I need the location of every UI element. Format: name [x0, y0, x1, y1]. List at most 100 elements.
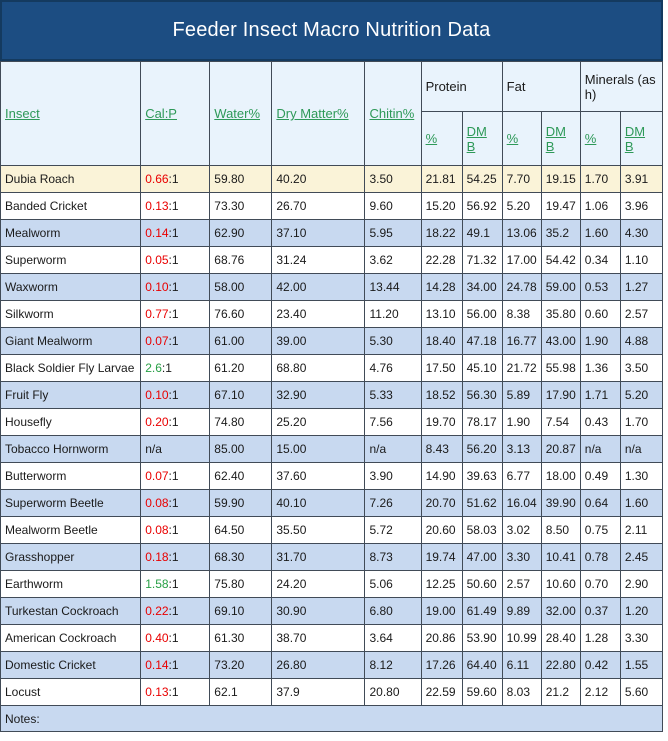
- calp-value: 0.14: [145, 226, 169, 240]
- dry-matter-cell: 30.90: [271, 597, 366, 625]
- calp-value: 0.10: [145, 388, 169, 402]
- insect-name-cell: Housefly: [0, 408, 142, 436]
- fat-dmb-cell: 10.41: [540, 543, 581, 571]
- fat-dmb-cell: 8.50: [540, 516, 581, 544]
- chitin-cell: 3.50: [364, 165, 422, 193]
- protein-pct-cell: 15.20: [420, 192, 463, 220]
- col-header-calp: Cal:P: [140, 61, 211, 166]
- protein-dmb-cell: 51.62: [461, 489, 503, 517]
- protein-dmb-cell: 71.32: [461, 246, 503, 274]
- minerals-dmb-cell: n/a: [619, 435, 664, 463]
- sort-link-fat-dmb[interactable]: DMB: [545, 123, 566, 154]
- water-cell: 61.00: [209, 327, 273, 355]
- protein-dmb-cell: 59.60: [461, 678, 503, 706]
- col-header-fat-dmb: DMB: [540, 111, 581, 166]
- minerals-dmb-cell: 1.60: [619, 489, 664, 517]
- protein-pct-cell: 22.59: [420, 678, 463, 706]
- dry-matter-cell: 38.70: [271, 624, 366, 652]
- fat-dmb-cell: 20.87: [540, 435, 581, 463]
- insect-name-cell: Earthworm: [0, 570, 142, 598]
- fat-dmb-cell: 22.80: [540, 651, 581, 679]
- chitin-cell: 7.26: [364, 489, 422, 517]
- protein-pct-cell: 22.28: [420, 246, 463, 274]
- calp-cell: 0.08:1: [140, 516, 211, 544]
- table-row: Grasshopper 0.18:1 68.30 31.70 8.73 19.74 47.0…: [0, 543, 664, 571]
- protein-dmb-cell: 56.00: [461, 300, 503, 328]
- dry-matter-cell: 23.40: [271, 300, 366, 328]
- header-group-row: Insect Cal:P Water% Dry Matter% Chitin% …: [0, 61, 664, 166]
- table-row: Butterworm 0.07:1 62.40 37.60 3.90 14.90 39.63…: [0, 462, 664, 490]
- col-header-protein-dmb: DMB: [461, 111, 503, 166]
- fat-dmb-cell: 39.90: [540, 489, 581, 517]
- dry-matter-cell: 15.00: [271, 435, 366, 463]
- fat-dmb-cell: 10.60: [540, 570, 581, 598]
- insect-name-cell: Silkworm: [0, 300, 142, 328]
- sort-link-protein-pct[interactable]: %: [425, 131, 438, 146]
- minerals-dmb-cell: 1.27: [619, 273, 664, 301]
- fat-pct-cell: 8.03: [501, 678, 542, 706]
- sort-link-insect[interactable]: Insect: [5, 106, 40, 121]
- protein-pct-cell: 14.28: [420, 273, 463, 301]
- chitin-cell: 7.56: [364, 408, 422, 436]
- chitin-cell: 5.06: [364, 570, 422, 598]
- minerals-pct-cell: 1.70: [579, 165, 621, 193]
- protein-pct-cell: 14.90: [420, 462, 463, 490]
- water-cell: 74.80: [209, 408, 273, 436]
- calp-ratio-suffix: :1: [168, 415, 179, 429]
- calp-ratio-suffix: :1: [168, 172, 179, 186]
- sort-link-minerals-dmb[interactable]: DMB: [624, 123, 646, 154]
- calp-cell: 0.20:1: [140, 408, 211, 436]
- insect-name-cell: Grasshopper: [0, 543, 142, 571]
- sort-link-minerals-pct[interactable]: %: [584, 131, 597, 146]
- table-row: Fruit Fly 0.10:1 67.10 32.90 5.33 18.52 56.30 5…: [0, 381, 664, 409]
- calp-cell: 0.13:1: [140, 192, 211, 220]
- protein-dmb-cell: 47.00: [461, 543, 503, 571]
- chitin-cell: 3.62: [364, 246, 422, 274]
- insect-name-cell: Fruit Fly: [0, 381, 142, 409]
- dry-matter-cell: 26.80: [271, 651, 366, 679]
- water-cell: 76.60: [209, 300, 273, 328]
- col-header-dry-matter: Dry Matter%: [271, 61, 366, 166]
- protein-pct-cell: 19.00: [420, 597, 463, 625]
- calp-ratio-suffix: :1: [168, 523, 179, 537]
- fat-dmb-cell: 55.98: [540, 354, 581, 382]
- dry-matter-cell: 39.00: [271, 327, 366, 355]
- chitin-cell: 20.80: [364, 678, 422, 706]
- sort-link-chitin[interactable]: Chitin%: [369, 106, 415, 121]
- insect-name-cell: Banded Cricket: [0, 192, 142, 220]
- table-header: Insect Cal:P Water% Dry Matter% Chitin% …: [0, 61, 664, 166]
- calp-ratio-suffix: :1: [168, 577, 179, 591]
- insect-name-cell: Tobacco Hornworm: [0, 435, 142, 463]
- protein-pct-cell: 18.22: [420, 219, 463, 247]
- protein-dmb-cell: 34.00: [461, 273, 503, 301]
- calp-value: 0.13: [145, 199, 169, 213]
- water-cell: 73.30: [209, 192, 273, 220]
- calp-ratio-suffix: :1: [168, 658, 179, 672]
- protein-pct-cell: 20.86: [420, 624, 463, 652]
- calp-ratio-suffix: :1: [168, 550, 179, 564]
- protein-pct-cell: 18.40: [420, 327, 463, 355]
- fat-pct-cell: 6.11: [501, 651, 542, 679]
- calp-ratio-suffix: :1: [168, 307, 179, 321]
- table-row: Mealworm 0.14:1 62.90 37.10 5.95 18.22 49.1 13.…: [0, 219, 664, 247]
- minerals-pct-cell: 0.64: [579, 489, 621, 517]
- minerals-pct-cell: 0.75: [579, 516, 621, 544]
- chitin-cell: 6.80: [364, 597, 422, 625]
- calp-value: 0.14: [145, 658, 169, 672]
- sort-link-protein-dmb[interactable]: DMB: [466, 123, 487, 154]
- sort-link-water[interactable]: Water%: [214, 106, 261, 121]
- sort-link-calp[interactable]: Cal:P: [145, 106, 177, 121]
- minerals-pct-cell: 1.90: [579, 327, 621, 355]
- sort-link-fat-pct[interactable]: %: [506, 131, 519, 146]
- calp-cell: 0.18:1: [140, 543, 211, 571]
- fat-dmb-cell: 43.00: [540, 327, 581, 355]
- sort-link-dry-matter[interactable]: Dry Matter%: [276, 106, 349, 121]
- calp-cell: n/a: [140, 435, 211, 463]
- insect-name-cell: Superworm Beetle: [0, 489, 142, 517]
- minerals-pct-cell: 0.60: [579, 300, 621, 328]
- protein-pct-cell: 19.70: [420, 408, 463, 436]
- calp-cell: 1.58:1: [140, 570, 211, 598]
- minerals-dmb-cell: 4.30: [619, 219, 664, 247]
- dry-matter-cell: 40.10: [271, 489, 366, 517]
- water-cell: 62.40: [209, 462, 273, 490]
